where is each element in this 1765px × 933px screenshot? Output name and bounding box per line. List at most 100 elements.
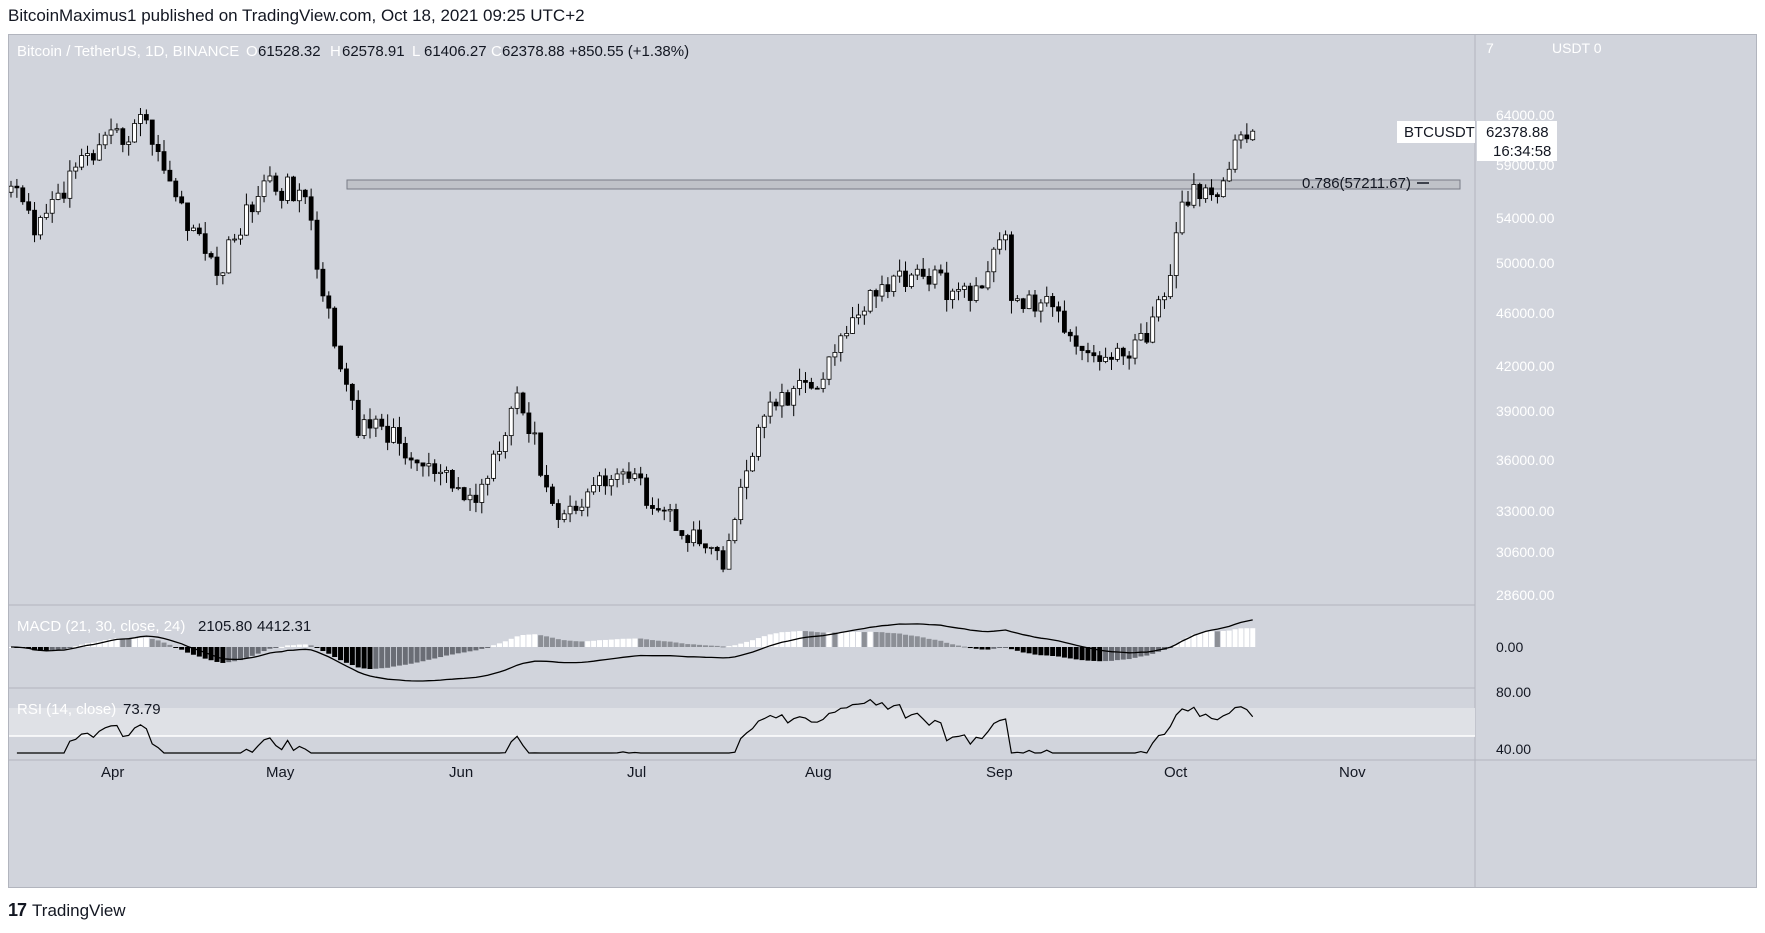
candle-body [285,176,290,201]
candle-body [1197,184,1203,200]
candle-body [856,314,861,319]
candle-body [208,253,214,258]
macd-histogram-bar [290,645,296,647]
candle-body [485,477,491,485]
macd-histogram-bar [302,644,308,647]
macd-histogram-bar [1091,647,1097,661]
candle-body [191,227,196,231]
candle-body [326,295,332,309]
macd-histogram-bar [597,640,602,647]
candle-body [138,114,143,124]
macd-histogram-bar [702,645,708,647]
macd-histogram-bar [1244,628,1250,647]
macd-histogram-bar [685,644,691,647]
candle-body [1014,298,1020,301]
candle-body [344,368,349,385]
change-value: +850.55 (+1.38%) [569,43,689,60]
candle-body [1032,294,1038,312]
candle-body [361,419,367,436]
candle-body [861,310,867,316]
macd-histogram-bar [455,647,461,654]
macd-histogram-bar [338,647,344,661]
macd-histogram-bar [102,640,108,647]
candle-body [720,550,726,570]
price-tick-label: 42000.00 [1496,358,1555,374]
macd-histogram-bar [973,647,979,649]
high-value: 62578.91 [342,43,405,60]
macd-histogram-bar [473,647,479,651]
candle-body [550,486,555,504]
price-tag [1477,121,1557,161]
candle-body [173,180,179,198]
macd-histogram-bar [1014,647,1020,651]
price-axis[interactable] [1475,35,1756,887]
candle-body [844,333,850,337]
candle-body [249,204,255,213]
candle-body [314,219,320,270]
candle-body [944,272,950,301]
macd-histogram-bar [1144,647,1150,656]
candle-body [355,399,361,436]
candle-body [196,227,202,235]
macd-histogram-bar [538,635,544,647]
candle-body [544,474,549,488]
candle-body [155,143,161,152]
rsi-tick-top: 80.00 [1496,684,1531,700]
macd-histogram-bar [1173,644,1179,647]
chart-svg[interactable]: 0.786(57211.67) Bitcoin / TetherUS, 1D, … [8,35,1756,887]
candle-body [55,192,61,200]
candle-body [1085,350,1091,354]
macd-histogram-bar [950,644,956,647]
chart-area[interactable]: 0.786(57211.67) Bitcoin / TetherUS, 1D, … [8,34,1757,888]
candle-body [96,144,102,161]
macd-histogram-bar [1238,628,1244,647]
macd-histogram-bar [520,635,526,647]
candles-group[interactable] [8,108,1256,573]
candle-body [438,471,444,474]
time-label-apr: Apr [101,764,124,781]
candle-body [667,509,673,512]
macd-histogram-bar [1209,631,1215,647]
macd-value-2: 4412.31 [257,618,311,635]
candle-body [991,248,997,273]
macd-histogram-bar [679,643,685,647]
candle-body [32,209,37,236]
low-label: L [412,43,420,60]
candle-body [132,123,137,143]
macd-zero-tick: 0.00 [1496,639,1523,655]
macd-histogram-bar [379,647,385,669]
macd-histogram-bar [561,640,567,647]
candle-body [973,285,979,301]
candle-body [38,217,43,236]
macd-histogram-bar [408,647,414,664]
macd-histogram-bar [1050,647,1056,656]
macd-histogram-bar [179,647,185,650]
candle-body [591,485,597,493]
macd-histogram-bar [644,639,650,647]
candle-body [467,494,473,501]
macd-histogram-bar [332,647,338,658]
fib-zone[interactable] [346,179,1461,190]
macd-histogram-bar [279,646,285,648]
candle-body [597,475,602,486]
candle-body [650,505,655,509]
candle-body [785,392,791,406]
macd-histogram-bar [449,647,455,655]
macd-histogram-bar [961,646,967,648]
candle-body [891,275,897,292]
candle-body [620,471,626,475]
macd-histogram-bar [61,647,67,650]
price-tick-label: 50000.00 [1496,255,1555,271]
macd-histogram-bar [438,647,444,658]
candle-body [114,128,120,131]
candle-body [291,176,296,202]
macd-line [10,619,1253,682]
candle-body [444,469,449,473]
macd-histogram-bar [1079,647,1085,661]
macd-histogram-bar [914,636,920,647]
macd-histogram-bar [443,647,449,656]
candle-body [1056,306,1061,312]
macd-histogram-bar [649,640,655,647]
candle-body [755,426,761,457]
candle-body [232,238,238,241]
